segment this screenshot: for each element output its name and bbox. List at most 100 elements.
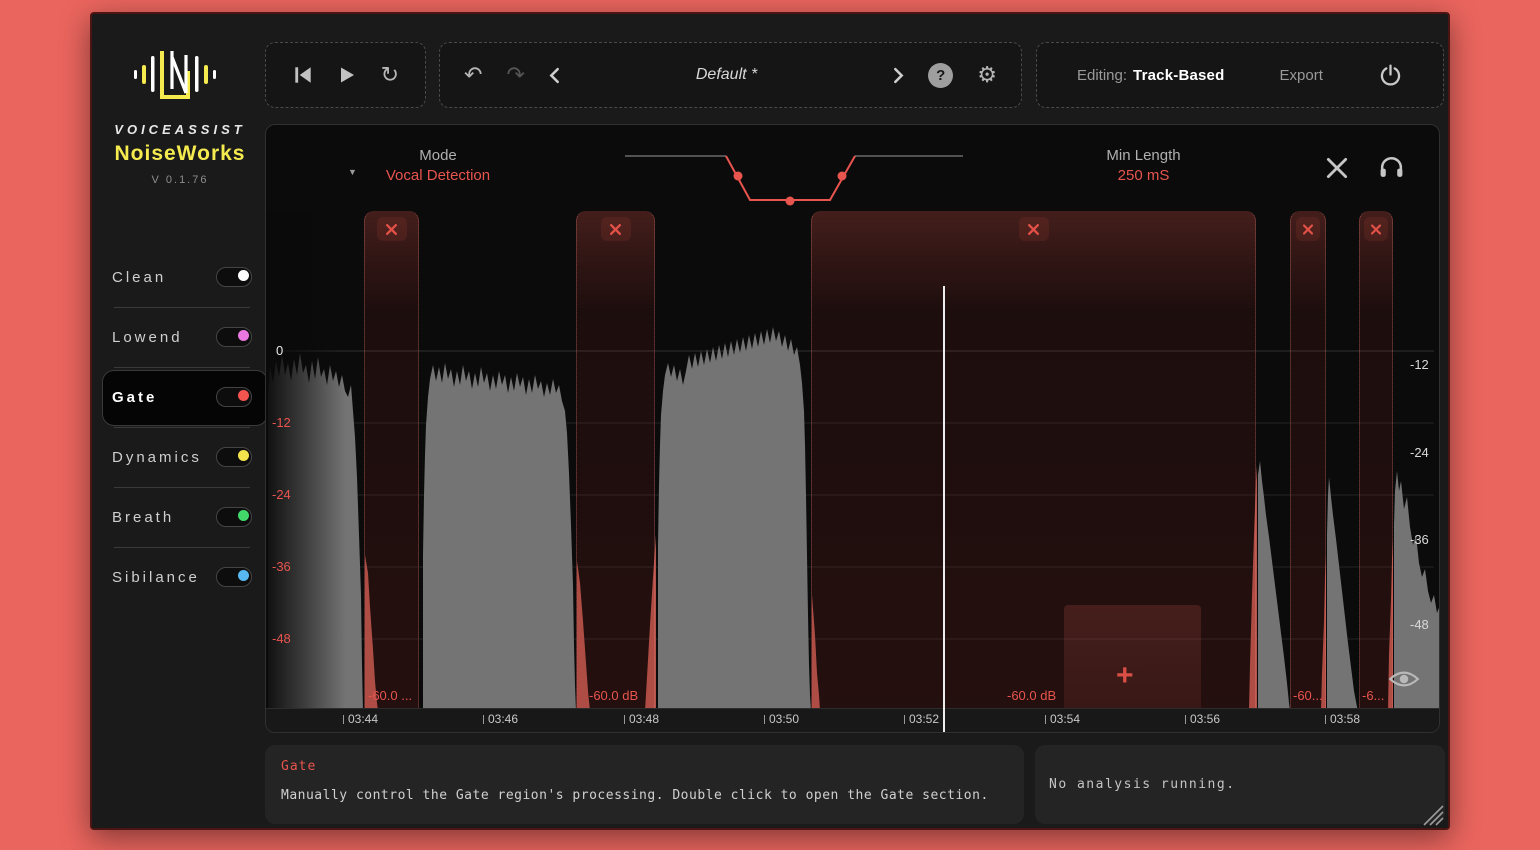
plugin-window: VOICEASSIST NoiseWorks V 0.1.76 ↻ ↶ ↷ — [90, 12, 1450, 830]
sidebar-item-label: Gate — [112, 389, 157, 406]
editing-mode-value: Track-Based — [1133, 67, 1224, 84]
sidebar-item-label: Lowend — [112, 329, 183, 346]
axis-label-right: -48 — [1410, 617, 1429, 632]
loop-button[interactable]: ↻ — [381, 64, 399, 86]
sibilance-toggle[interactable] — [216, 567, 252, 587]
help-icon: ? — [928, 63, 953, 88]
min-length-value: 250 mS — [1066, 167, 1221, 184]
region-add-zone[interactable] — [1064, 605, 1201, 711]
help-button[interactable]: ? — [928, 63, 953, 88]
min-length-control[interactable]: Min Length 250 mS — [1066, 147, 1221, 184]
play-button[interactable] — [337, 65, 357, 85]
breath-toggle[interactable] — [216, 507, 252, 527]
undo-icon: ↶ — [464, 64, 482, 86]
add-region-icon[interactable]: + — [1116, 661, 1134, 691]
gate-toggle[interactable] — [216, 387, 252, 407]
close-button[interactable] — [1324, 155, 1350, 184]
settings-button[interactable]: ⚙ — [977, 64, 997, 86]
region-threshold-label: -60.0 ... — [368, 688, 412, 703]
region-threshold-label: -60.0 dB — [589, 688, 638, 703]
remove-region-button[interactable] — [1364, 217, 1388, 241]
sidebar-item-gate[interactable]: Gate — [112, 367, 252, 427]
resize-handle[interactable] — [1422, 804, 1444, 826]
chevron-right-icon — [893, 67, 904, 84]
sidebar-item-label: Sibilance — [112, 569, 200, 586]
sidebar-item-lowend[interactable]: Lowend — [112, 307, 252, 367]
time-tick: 03:44 — [343, 712, 378, 726]
monitor-button[interactable] — [1378, 154, 1405, 182]
mode-selector[interactable]: ▼ Mode Vocal Detection — [358, 147, 518, 184]
tooltip-title: Gate — [281, 759, 1008, 774]
waveform-panel: ▼ Mode Vocal Detection Min Length 250 mS — [265, 124, 1440, 733]
remove-region-button[interactable] — [1019, 217, 1049, 241]
gate-region-1[interactable]: -60.0 ... — [364, 211, 419, 711]
mode-label: Mode — [358, 147, 518, 164]
axis-label-left: -36 — [272, 559, 291, 574]
visibility-button[interactable] — [1388, 669, 1420, 692]
axis-label-right: -24 — [1410, 445, 1429, 460]
remove-region-icon — [609, 223, 622, 236]
dynamics-toggle[interactable] — [216, 447, 252, 467]
axis-label-left: -24 — [272, 487, 291, 502]
region-threshold-label: -60... — [1293, 688, 1323, 703]
lowend-toggle[interactable] — [216, 327, 252, 347]
timeline-ruler[interactable]: 03:44 03:46 03:48 03:50 03:52 03:54 03:5… — [266, 708, 1439, 732]
preset-name[interactable]: Default * — [584, 66, 869, 84]
preset-prev-button[interactable] — [549, 67, 560, 84]
editing-mode-control[interactable]: Editing: Track-Based — [1077, 67, 1224, 84]
editing-label: Editing: — [1077, 67, 1127, 84]
remove-region-button[interactable] — [1296, 217, 1320, 241]
skip-start-button[interactable] — [292, 64, 314, 86]
transport-group: ↻ — [265, 42, 426, 108]
sidebar-item-label: Breath — [112, 509, 174, 526]
playhead[interactable] — [943, 286, 945, 733]
toggle-knob — [238, 450, 249, 461]
brand-logo — [132, 40, 232, 108]
sidebar-item-label: Dynamics — [112, 449, 202, 466]
time-tick: 03:48 — [624, 712, 659, 726]
remove-region-button[interactable] — [377, 217, 407, 241]
sidebar-item-label: Clean — [112, 269, 166, 286]
power-button[interactable] — [1378, 63, 1403, 88]
toggle-knob — [238, 390, 249, 401]
gate-region-3[interactable]: -60.0 dB + — [811, 211, 1256, 711]
brand-name: VOICEASSIST — [100, 122, 260, 137]
axis-label-right: -36 — [1410, 532, 1429, 547]
loop-icon: ↻ — [381, 64, 399, 86]
time-tick: 03:58 — [1325, 712, 1360, 726]
axis-label-left: 0 — [276, 343, 283, 358]
gear-icon: ⚙ — [977, 64, 997, 86]
gate-region-4[interactable]: -60... — [1290, 211, 1326, 711]
time-tick: 03:52 — [904, 712, 939, 726]
eye-icon — [1388, 669, 1420, 689]
export-button[interactable]: Export — [1280, 67, 1323, 84]
sidebar-item-clean[interactable]: Clean — [112, 247, 252, 307]
tooltip-panel: Gate Manually control the Gate region's … — [265, 745, 1024, 824]
sidebar-item-breath[interactable]: Breath — [112, 487, 252, 547]
gate-region-5[interactable]: -6... — [1359, 211, 1393, 711]
brand-text: VOICEASSIST NoiseWorks V 0.1.76 — [100, 122, 260, 186]
preset-group: ↶ ↷ Default * ? ⚙ — [439, 42, 1022, 108]
sidebar-item-sibilance[interactable]: Sibilance — [112, 547, 252, 607]
axis-label-left: -12 — [272, 415, 291, 430]
remove-region-icon — [1302, 223, 1314, 236]
undo-button[interactable]: ↶ — [464, 64, 482, 86]
redo-button[interactable]: ↷ — [506, 64, 524, 86]
remove-region-button[interactable] — [601, 217, 631, 241]
time-tick: 03:46 — [483, 712, 518, 726]
sidebar-item-dynamics[interactable]: Dynamics — [112, 427, 252, 487]
session-group: Editing: Track-Based Export — [1036, 42, 1444, 108]
time-tick: 03:50 — [764, 712, 799, 726]
clean-toggle[interactable] — [216, 267, 252, 287]
gate-region-2[interactable]: -60.0 dB — [576, 211, 655, 711]
power-icon — [1378, 63, 1403, 88]
tooltip-description: Manually control the Gate region's proce… — [281, 788, 1008, 803]
version-label: V 0.1.76 — [100, 174, 260, 186]
time-tick: 03:56 — [1185, 712, 1220, 726]
axis-label-left: -48 — [272, 631, 291, 646]
module-sidebar: Clean Lowend Gate Dynamics Breath Sibila… — [112, 247, 252, 607]
preset-next-button[interactable] — [893, 67, 904, 84]
mode-value: Vocal Detection — [358, 167, 518, 184]
skip-start-icon — [292, 64, 314, 86]
headphones-icon — [1378, 154, 1405, 179]
